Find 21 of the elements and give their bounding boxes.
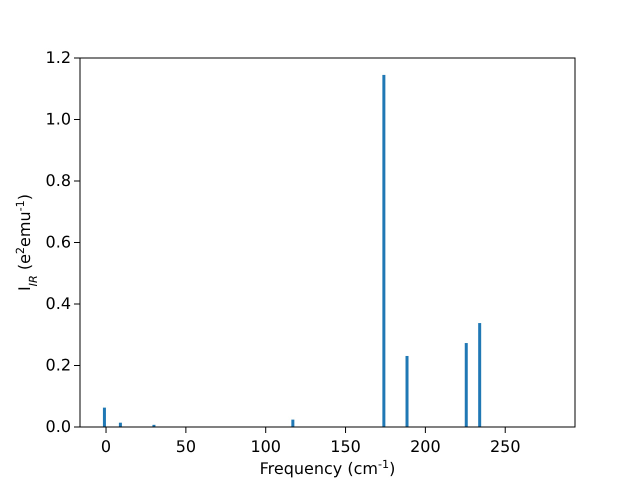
bar [406,356,409,427]
y-tick-label: 0.6 [46,232,71,252]
bar [118,422,122,427]
x-tick-label: 150 [330,437,361,456]
x-tick-label: 100 [250,437,281,456]
bar [102,408,106,427]
x-tick-label: 250 [490,437,520,456]
x-tick-label: 50 [176,437,196,456]
y-tick-label: 0.8 [46,171,71,190]
y-tick-label: 0.4 [46,294,71,314]
bar [382,74,386,427]
bar [464,343,468,427]
bar [291,420,294,427]
bar [478,323,482,427]
x-tick-label: 200 [410,437,441,456]
y-tick-label: 0.0 [46,417,71,436]
x-tick-label: 0 [100,437,112,456]
y-tick-label: 0.2 [46,356,71,375]
y-tick-label: 1.2 [46,48,71,68]
x-axis-title: Frequency (cm$^{-1}$) [260,458,396,478]
y-tick-label: 1.0 [46,110,71,129]
